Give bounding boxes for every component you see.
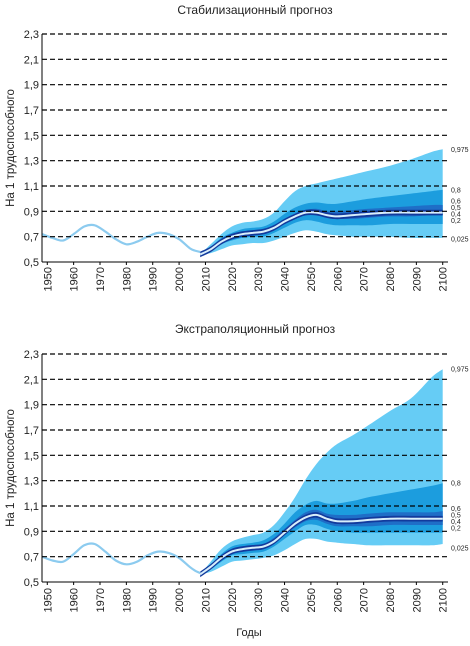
y-tick-label: 0,9 — [24, 526, 39, 538]
x-tick-label: 2020 — [227, 588, 239, 612]
x-tick-label: 2030 — [253, 588, 265, 612]
y-tick-label: 2,1 — [24, 374, 39, 386]
quantile-label: 0,4 — [451, 519, 461, 526]
band-02-to-08 — [200, 189, 443, 255]
quantile-label: 0,4 — [451, 212, 461, 219]
x-tick-label: 1990 — [148, 588, 160, 612]
y-tick-label: 1,1 — [24, 501, 39, 513]
x-tick-label: 2080 — [385, 267, 397, 291]
y-tick-label: 1,9 — [24, 400, 39, 412]
y-tick-label: 1,3 — [24, 476, 39, 488]
x-tick-label: 1960 — [69, 267, 81, 291]
y-axis-label: На 1 трудоспособного — [5, 89, 17, 207]
x-tick-label: 2100 — [438, 267, 450, 291]
x-tick-label: 2000 — [174, 588, 186, 612]
quantile-label: 0,025 — [451, 237, 469, 244]
median-line — [199, 211, 443, 256]
y-tick-label: 1,5 — [24, 130, 39, 142]
x-tick-label: 2050 — [306, 267, 318, 291]
chart-stabilization: Стабилизационный прогноз На 1 трудоспособ… — [5, 3, 469, 291]
x-tick-label: 1960 — [69, 588, 81, 612]
x-tick-label: 1950 — [42, 267, 54, 291]
quantile-label: 0,2 — [451, 218, 461, 225]
historical-line — [41, 223, 201, 253]
y-tick-label: 0,5 — [24, 257, 39, 269]
x-tick-label: 1980 — [121, 588, 133, 612]
quantile-label: 0,8 — [451, 481, 461, 488]
x-tick-label: 1970 — [95, 588, 107, 612]
x-tick-label: 2100 — [438, 588, 450, 612]
y-tick-label: 1,7 — [24, 425, 39, 437]
y-tick-label: 1,1 — [24, 181, 39, 193]
quantile-label: 0,975 — [451, 367, 469, 374]
quantile-label: 0,8 — [451, 187, 461, 194]
quantile-label: 0,6 — [451, 199, 461, 206]
y-tick-label: 1,3 — [24, 156, 39, 168]
y-tick-label: 2,3 — [24, 29, 39, 41]
y-tick-label: 0,7 — [24, 552, 39, 564]
x-tick-label: 2090 — [411, 588, 423, 612]
x-tick-label: 2010 — [200, 588, 212, 612]
historical-line — [41, 542, 201, 575]
x-tick-label: 1970 — [95, 267, 107, 291]
y-tick-label: 2,3 — [24, 349, 39, 361]
x-tick-label: 2060 — [332, 267, 344, 291]
x-tick-label: 2070 — [359, 588, 371, 612]
x-tick-label: 2000 — [174, 267, 186, 291]
x-tick-label: 2080 — [385, 588, 397, 612]
quantile-label: 0,2 — [451, 526, 461, 533]
x-tick-label: 1950 — [42, 588, 54, 612]
x-tick-label: 2010 — [200, 267, 212, 291]
band-0025-to-0975 — [200, 369, 443, 575]
chart-title: Экстраполяционный прогноз — [175, 322, 336, 336]
x-tick-label: 2090 — [411, 267, 423, 291]
median-line — [199, 513, 443, 576]
x-axis-label: Годы — [236, 627, 262, 639]
y-axis-label: На 1 трудоспособного — [5, 409, 17, 527]
x-tick-label: 1980 — [121, 267, 133, 291]
x-tick-label: 1990 — [148, 267, 160, 291]
quantile-label: 0,5 — [451, 513, 461, 520]
y-tick-label: 1,9 — [24, 80, 39, 92]
y-tick-label: 0,9 — [24, 206, 39, 218]
quantile-label: 0,975 — [451, 147, 469, 154]
y-tick-label: 2,1 — [24, 54, 39, 66]
x-tick-label: 2020 — [227, 267, 239, 291]
x-tick-label: 2030 — [253, 267, 265, 291]
quantile-label: 0,5 — [451, 205, 461, 212]
x-tick-label: 2040 — [280, 588, 292, 612]
quantile-label: 0,025 — [451, 545, 469, 552]
y-tick-label: 1,5 — [24, 450, 39, 462]
quantile-label: 0,6 — [451, 506, 461, 513]
x-tick-label: 2040 — [280, 267, 292, 291]
y-tick-label: 1,7 — [24, 105, 39, 117]
x-tick-label: 2060 — [332, 588, 344, 612]
chart-title: Стабилизационный прогноз — [177, 3, 333, 17]
y-tick-label: 0,5 — [24, 577, 39, 589]
y-tick-label: 0,7 — [24, 232, 39, 244]
chart-extrapolation: Экстраполяционный прогноз На 1 трудоспосо… — [5, 322, 469, 639]
x-tick-label: 2070 — [359, 267, 371, 291]
x-tick-label: 2050 — [306, 588, 318, 612]
